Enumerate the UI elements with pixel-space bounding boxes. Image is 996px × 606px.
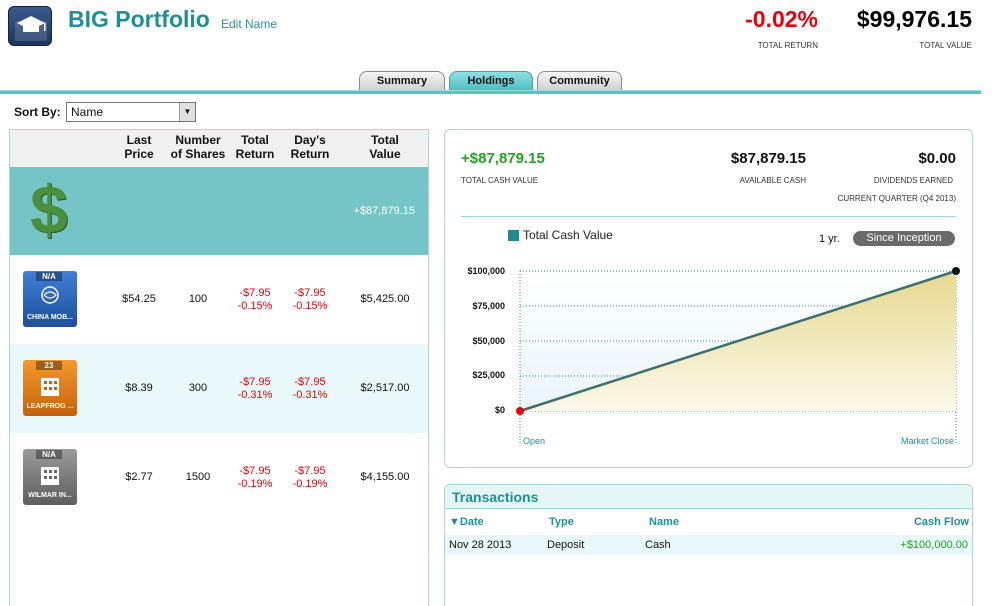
y-tick-label: $100,000 [467,266,505,276]
summary-divider [461,216,956,217]
wilmar-stock-icon[interactable]: N/A WILMAR IN... [23,449,77,505]
tab-community[interactable]: Community [537,71,622,91]
china-mobile-stock-icon[interactable]: N/A CHINA MOB... [23,271,77,327]
y-tick-label: $75,000 [472,301,505,311]
total-cash-value: +$87,879.15 [461,150,545,167]
holding-row[interactable]: N/A WILMAR IN... $2.77 1500 -$7.95 -0.19%… [10,433,428,522]
number-of-shares: 300 [188,382,208,394]
total-return-value: -0.02% [745,6,818,32]
portfolio-title: BIG Portfolio [68,6,210,32]
col-date[interactable]: ▼Date [449,516,484,528]
total-return-cell: -$7.95 -0.31% [237,376,273,401]
col-type[interactable]: Type [549,516,574,528]
transaction-row[interactable]: Nov 28 2013 Deposit Cash +$100,000.00 [445,535,972,555]
building-icon [41,467,59,485]
days-return-cell: -$7.95 -0.15% [292,287,328,312]
holdings-panel: Last Price Number of Shares Total Return Da… [9,129,429,606]
y-tick-label: $50,000 [472,336,505,346]
col-number-of-shares[interactable]: Number of Shares [170,133,226,161]
tab-bar-divider [0,90,981,94]
total-return-cell: -$7.95 -0.15% [237,287,273,312]
y-tick-label: $0 [494,405,505,415]
col-name[interactable]: Name [649,516,679,528]
total-cash-label: TOTAL CASH VALUE [461,176,539,185]
total-value-value: $99,976.15 [856,6,972,32]
y-tick-label: $25,000 [472,370,505,380]
total-value-cell: $5,425.00 [360,293,410,305]
sort-by-select[interactable]: Name ▼ [66,102,196,122]
x-tick-open: Open [523,436,545,446]
tx-type: Deposit [547,539,585,551]
cash-value-chart: Open Market Close [516,267,960,446]
tx-date: Nov 28 2013 [449,539,512,551]
holdings-header: Last Price Number of Shares Total Return Da… [10,130,428,167]
leapfrog-stock-icon[interactable]: 23 LEAPFROG ... [23,360,77,416]
tab-holdings[interactable]: Holdings [449,71,533,91]
range-since-inception-button[interactable]: Since Inception [853,231,955,246]
col-days-return[interactable]: Day's Return [290,133,330,161]
last-price: $2.77 [125,471,153,483]
days-return-cell: -$7.95 -0.19% [292,465,328,490]
tx-cash-flow: +$100,000.00 [900,539,968,551]
last-price: $54.25 [122,293,156,305]
last-price: $8.39 [125,382,153,394]
holding-row[interactable]: 23 LEAPFROG ... $8.39 300 -$7.95 -0.31% -… [10,344,428,433]
sort-by-selected-value: Name [71,105,104,119]
total-value-cell: $4,155.00 [360,471,410,483]
edit-name-link[interactable]: Edit Name [221,17,278,31]
current-quarter-label: CURRENT QUARTER (Q4 2013) [837,194,956,203]
legend-swatch [508,230,519,241]
total-return-label: TOTAL RETURN [757,41,818,50]
number-of-shares: 100 [188,293,208,305]
chevron-down-icon[interactable]: ▼ [179,103,195,121]
cash-holding-row[interactable]: $ +$87,879.15 [10,167,428,255]
days-return-cell: -$7.95 -0.31% [292,376,328,401]
holding-row[interactable]: N/A CHINA MOB... $54.25 100 -$7.95 -0.15%… [10,255,428,344]
total-value-label: TOTAL VALUE [919,41,972,50]
data-point-end [952,267,960,275]
col-total-return[interactable]: Total Return [235,133,275,161]
sort-by-label: Sort By: [14,105,61,119]
col-cash-flow[interactable]: Cash Flow [913,516,969,528]
transactions-header: Transactions [445,485,972,509]
legend-label: Total Cash Value [523,228,613,242]
total-return-cell: -$7.95 -0.19% [237,465,273,490]
sort-desc-icon: ▼ [449,516,460,528]
building-icon [41,378,59,396]
col-last-price[interactable]: Last Price [124,133,154,161]
available-cash-value: $87,879.15 [730,150,806,167]
dollar-sign-icon: $ [30,172,68,248]
dividends-label: DIVIDENDS EARNED [873,176,953,185]
range-1yr-button[interactable]: 1 yr. [819,233,840,245]
transactions-title: Transactions [452,489,539,505]
data-point-start [516,407,524,415]
cash-summary-panel: +$87,879.15 TOTAL CASH VALUE $87,879.15 … [444,129,973,468]
col-total-value[interactable]: Total Value [369,133,401,161]
x-tick-market-close: Market Close [901,436,954,446]
portfolio-logo-icon [8,6,52,46]
total-value-cell: $2,517.00 [360,382,410,394]
transactions-panel: Transactions ▼Date Type Name Cash Flow N… [444,484,973,606]
tx-name: Cash [645,539,671,551]
cash-total-value: +$87,879.15 [353,205,415,217]
series-line [519,269,957,413]
available-cash-label: AVAILABLE CASH [739,176,806,185]
tab-summary[interactable]: Summary [359,71,445,91]
number-of-shares: 1500 [185,471,211,483]
dividends-value: $0.00 [918,150,956,167]
